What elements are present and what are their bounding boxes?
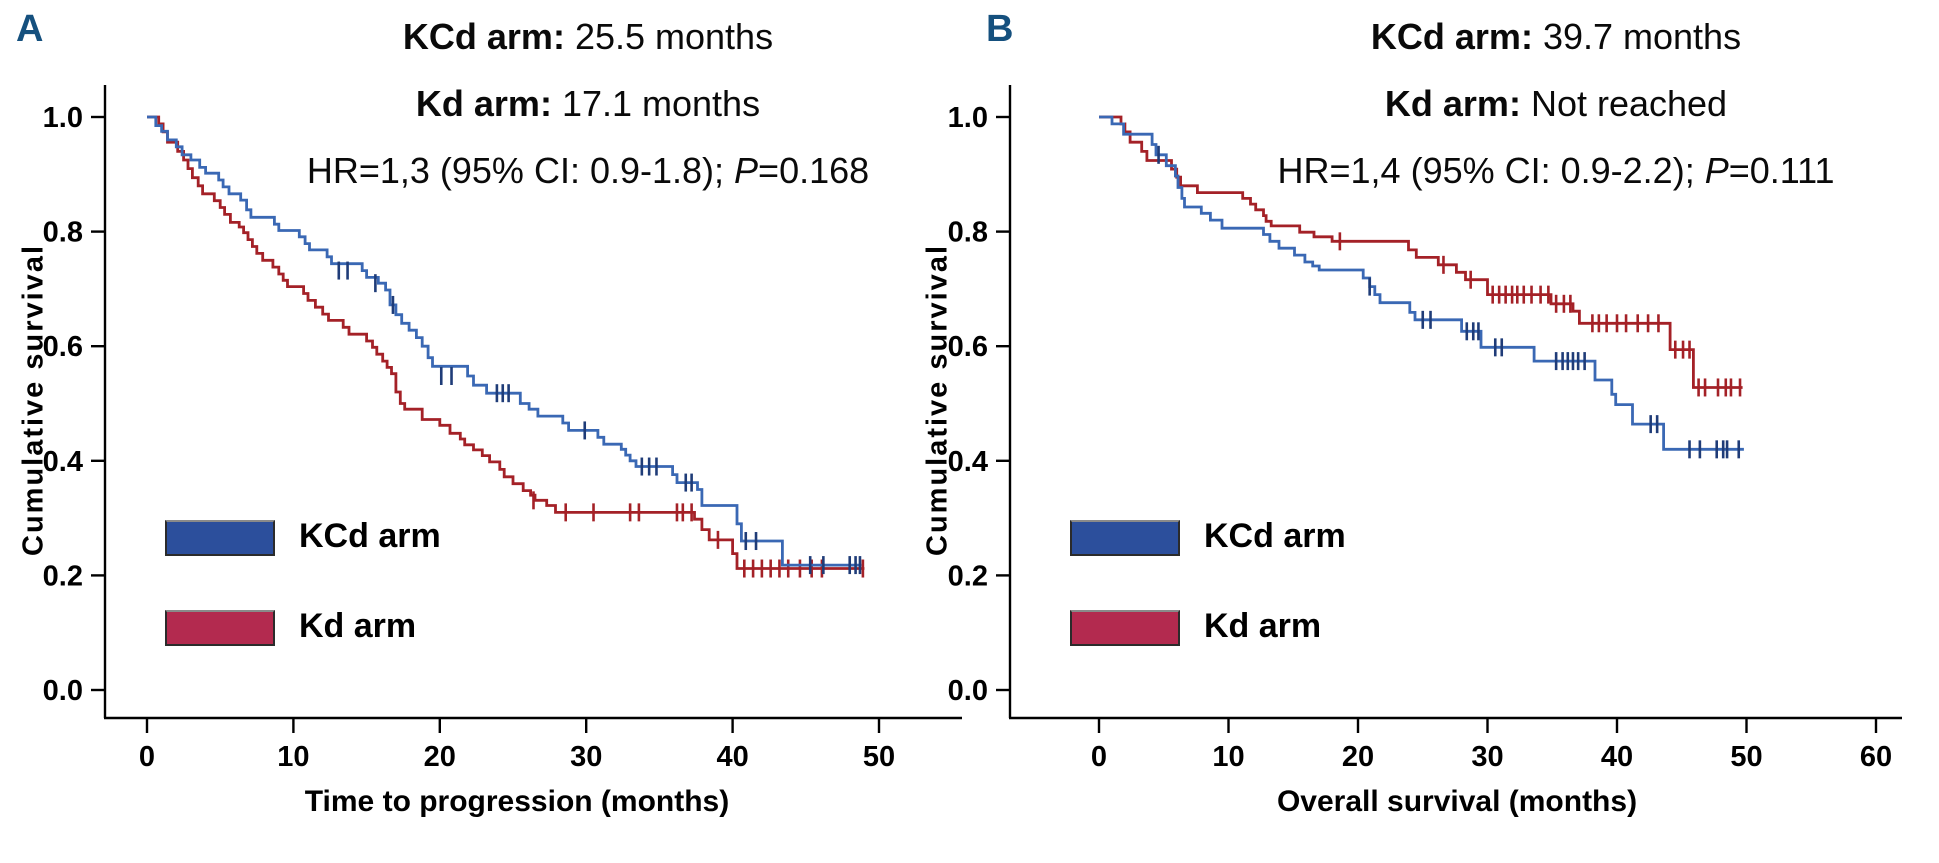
panel-b-letter: B [986,8,1014,50]
panel-a-legend-label-kcd: KCd arm [299,517,441,555]
panel-a-hr-text: HR=1,3 (95% CI: 0.9-1.8); P=0.168 [306,150,870,191]
panel-a-letter: A [16,8,44,50]
x-tick-label: 0 [139,741,155,773]
y-tick-label: 0.6 [948,331,988,363]
y-tick-label: 0.2 [43,560,83,592]
km-curve-kd-arm [147,115,865,570]
x-tick-label: 10 [1212,741,1244,773]
x-tick-label: 20 [1342,741,1374,773]
km-curve-kcd-arm [147,115,862,567]
panel-b-annotation: KCd arm: 39.7 months Kd arm: Not reached… [1278,14,1835,215]
x-tick-label: 50 [863,741,895,773]
panel-a-legend-label-kd: Kd arm [299,607,417,645]
panel-a-annotation: KCd arm: 25.5 months Kd arm: 17.1 months… [307,14,869,215]
panel-b-legend-swatch-kd [1070,610,1180,646]
panel-a-median-kcd: KCd arm: 25.5 months [402,16,774,57]
y-tick-label: 1.0 [43,102,83,134]
y-tick-label: 0.8 [948,217,988,249]
km-curve-kd-arm [1099,115,1743,389]
panel-a-legend-swatch-kcd [165,520,275,556]
x-tick-label: 60 [1860,741,1892,773]
x-tick-label: 20 [424,741,456,773]
panel-a-median-kd: Kd arm: 17.1 months [415,83,761,124]
x-tick-label: 30 [570,741,602,773]
panel-a-legend-swatch-kd [165,610,275,646]
x-tick-label: 0 [1091,741,1107,773]
panel-a-ylabel: Cumulative survival [17,244,50,556]
y-tick-label: 0.4 [43,446,83,478]
x-tick-label: 10 [277,741,309,773]
y-tick-label: 0.8 [43,217,83,249]
y-tick-label: 0.0 [948,675,988,707]
panel-b-median-kcd: KCd arm: 39.7 months [1370,16,1742,57]
panel-b-legend-label-kcd: KCd arm [1204,517,1346,555]
panel-b-xlabel: Overall survival (months) [1276,785,1638,818]
y-tick-label: 0.2 [948,560,988,592]
panel-b-ylabel: Cumulative survival [921,244,954,556]
km-curve-kcd-arm [1099,115,1744,451]
panel-b-hr-text: HR=1,4 (95% CI: 0.9-2.2); P=0.111 [1277,150,1835,191]
x-tick-label: 40 [1601,741,1633,773]
panel-b-legend-swatch-kcd [1070,520,1180,556]
y-tick-label: 0.4 [948,446,988,478]
y-tick-label: 0.6 [43,331,83,363]
panel-a-xlabel: Time to progression (months) [304,785,730,818]
panel-b-median-kd: Kd arm: Not reached [1384,83,1728,124]
x-tick-label: 30 [1471,741,1503,773]
panel-b-legend-label-kd: Kd arm [1204,607,1322,645]
y-tick-label: 1.0 [948,102,988,134]
x-tick-label: 50 [1730,741,1762,773]
x-tick-label: 40 [716,741,748,773]
y-tick-label: 0.0 [43,675,83,707]
